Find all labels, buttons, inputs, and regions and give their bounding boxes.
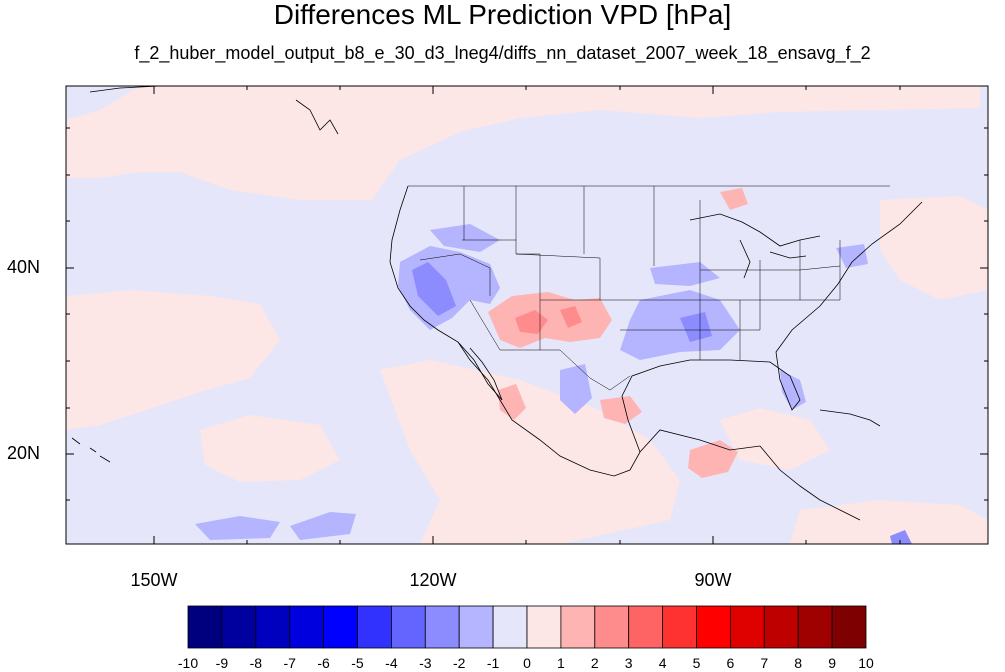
colorbar-tick-label: -9 (215, 655, 229, 671)
lon-ticks (153, 86, 901, 544)
colorbar-swatch (662, 605, 697, 649)
political-borders (408, 185, 890, 391)
negative-region-mid (412, 262, 456, 316)
colorbar (187, 605, 867, 649)
colorbar-tick-label: -10 (177, 655, 199, 671)
colorbar-tick-label: -6 (317, 655, 330, 671)
colorbar-tick-label: -8 (249, 655, 263, 671)
lat-label-40n: 40N (6, 257, 40, 277)
colorbar-swatch (221, 605, 257, 649)
colorbar-swatch (323, 605, 358, 649)
positive-region-strong (498, 384, 526, 420)
colorbar-tick-label: 6 (726, 655, 735, 671)
negative-region (560, 364, 592, 414)
lat-label-20n: 20N (6, 443, 40, 463)
positive-region (720, 408, 830, 470)
colorbar-swatch (730, 605, 765, 649)
colorbar-swatch (628, 605, 664, 649)
negative-region (430, 224, 500, 252)
colorbar-tick-label: -7 (283, 655, 296, 671)
central-america (759, 445, 861, 521)
negative-region (620, 290, 740, 360)
colorbar-tick-label: 0 (523, 655, 531, 671)
colorbar-tick-label: -4 (385, 655, 398, 671)
colorbar-swatch (526, 605, 562, 649)
colorbar-tick-label: 4 (658, 655, 667, 671)
positive-region (66, 86, 980, 200)
north-america-coast (389, 185, 923, 477)
colorbar-swatch (390, 605, 426, 649)
cuba (819, 409, 881, 427)
negative-region (836, 244, 868, 268)
alaska-coast (89, 86, 339, 135)
positive-region (380, 360, 680, 544)
colorbar-swatch (424, 605, 460, 649)
colorbar-tick-label: 2 (590, 655, 599, 671)
negative-region-mid (680, 312, 712, 342)
colorbar-swatch (255, 605, 291, 649)
colorbar-swatch (831, 605, 867, 649)
positive-region (790, 500, 988, 544)
lon-label-90w: 90W (694, 570, 732, 590)
negative-region (290, 512, 356, 540)
lon-label-150w: 150W (130, 570, 178, 590)
colorbar-tick-label: 10 (858, 655, 874, 671)
colorbar-swatch (458, 605, 494, 649)
colorbar-swatch (492, 605, 528, 649)
colorbar-tick-label: 5 (692, 655, 701, 671)
colorbar-swatch (560, 605, 596, 649)
colorbar-tick-label: 3 (624, 655, 633, 671)
colorbar-swatch (289, 605, 324, 649)
colorbar-tick-label: 7 (760, 655, 769, 671)
positive-region (66, 290, 280, 430)
colorbar-tick-label: 1 (556, 655, 565, 671)
positive-region (200, 415, 340, 482)
positive-region-mid (560, 306, 582, 328)
negative-region (195, 516, 280, 540)
baja-california (457, 341, 503, 401)
negative-region-mid (890, 530, 912, 544)
colorbar-swatch (357, 605, 392, 649)
colorbar-swatch (696, 605, 731, 649)
positive-region-strong (600, 396, 642, 424)
lon-label-120w: 120W (409, 570, 457, 590)
positive-region-strong (720, 188, 748, 210)
positive-region-strong (688, 440, 738, 478)
positive-region-strong (488, 292, 612, 348)
colorbar-tick-label: -5 (351, 655, 364, 671)
map-frame (65, 85, 989, 545)
colorbar-tick-label: -3 (419, 655, 432, 671)
colorbar-swatch (187, 605, 223, 649)
positive-region (880, 196, 988, 300)
colorbar-tick-label: 8 (794, 655, 803, 671)
colorbar-swatch (797, 605, 833, 649)
lat-ticks (66, 127, 988, 501)
hawaii (71, 437, 111, 463)
colorbar-tick-label: -2 (452, 655, 466, 671)
chart-subtitle: f_2_huber_model_output_b8_e_30_d3_lneg4/… (134, 43, 871, 63)
negative-region (650, 262, 720, 286)
land-outlines (71, 86, 923, 521)
chart-title: Differences ML Prediction VPD [hPa] (273, 0, 732, 30)
colorbar-swatch (594, 605, 630, 649)
colorbar-swatch (763, 605, 799, 649)
colorbar-tick-label: 9 (828, 655, 836, 671)
colorbar-tick-label: -1 (486, 655, 500, 671)
